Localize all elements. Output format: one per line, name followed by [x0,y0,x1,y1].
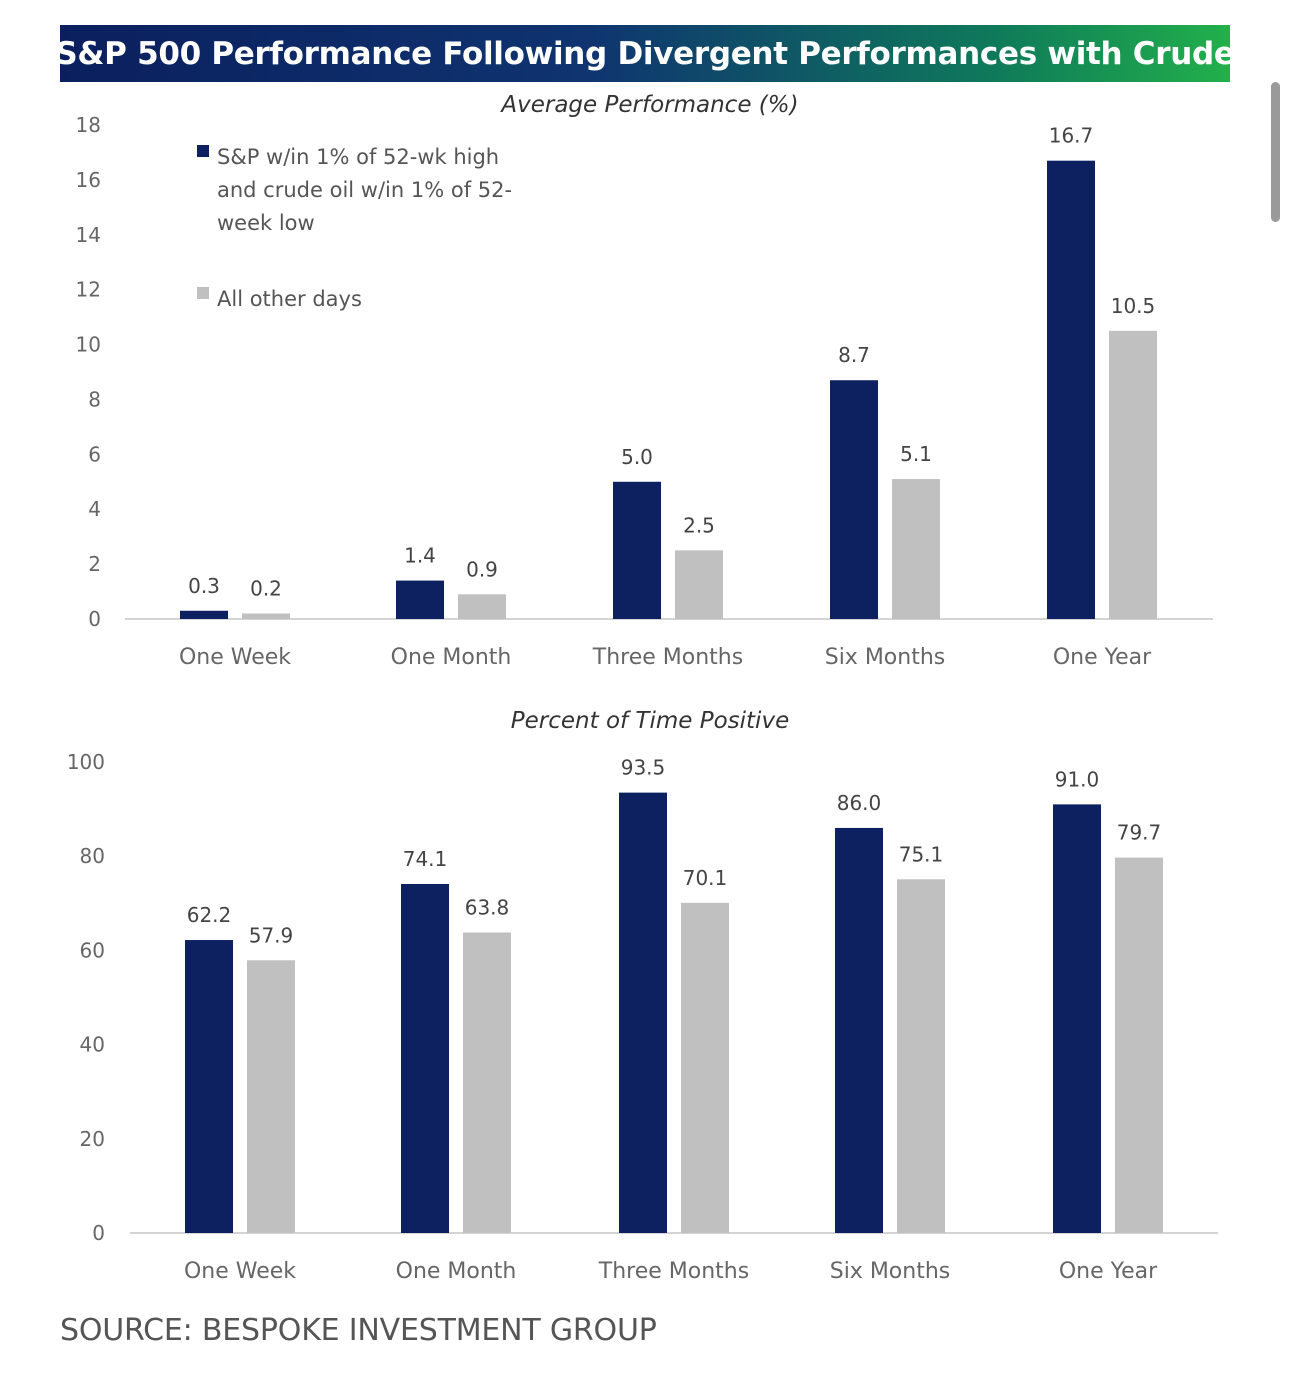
chart2-y-tick-label: 60 [80,938,105,962]
chart2-data-label: 74.1 [403,847,448,871]
chart1-bar-other [1109,330,1157,619]
chart2-bar-other [1115,857,1163,1233]
chart2-bar-other [681,902,729,1233]
banner-title: S&P 500 Performance Following Divergent … [55,35,1235,72]
source-note: SOURCE: BESPOKE INVESTMENT GROUP [60,1313,657,1348]
chart2-data-label: 57.9 [249,923,294,947]
chart2-bar-sp [835,827,883,1233]
legend-label-sp: and crude oil w/in 1% of 52- [217,178,512,202]
chart1-bar-other [242,613,290,619]
chart2-data-label: 86.0 [837,791,882,815]
chart1-data-label: 8.7 [838,343,870,367]
chart2-bar-sp [1053,804,1101,1233]
scrollbar[interactable] [1271,82,1280,222]
chart1-category-label: One Month [391,645,512,670]
chart2-bar-other [463,932,511,1233]
chart1-bar-other [675,550,723,619]
title-banner: S&P 500 Performance Following Divergent … [55,25,1235,82]
chart2-y-tick-label: 20 [80,1127,105,1151]
chart2-data-label: 70.1 [683,866,728,890]
chart1-y-tick-label: 16 [76,168,101,192]
chart1-bar-other [458,594,506,619]
chart2-data-label: 75.1 [899,842,944,866]
chart1-y-tick-label: 6 [88,442,101,466]
chart1-data-label: 5.1 [900,442,932,466]
legend-swatch-other [197,287,209,299]
legend-label-sp: S&P w/in 1% of 52-wk high [217,145,499,169]
chart1-y-tick-label: 18 [76,113,101,137]
chart1-bar-sp [1047,160,1095,619]
chart1-data-label: 5.0 [621,445,653,469]
chart1-bar-sp [830,380,878,619]
chart1-data-label: 1.4 [404,544,436,568]
chart2-y-tick-label: 0 [92,1221,105,1245]
chart2-y-tick-label: 100 [67,750,105,774]
chart2-title: Percent of Time Positive [511,708,789,734]
chart2-bar-other [897,879,945,1233]
legend-label-other: All other days [217,287,362,311]
chart1-category-label: Six Months [825,645,946,670]
legend-swatch-sp [197,145,209,157]
chart1-y-tick-label: 14 [76,223,101,247]
chart2-y-tick-label: 80 [80,844,105,868]
chart2-category-label: One Year [1059,1259,1158,1284]
chart2-data-label: 91.0 [1055,767,1100,791]
chart1-y-tick-label: 4 [88,497,101,521]
chart1-category-label: Three Months [592,645,743,670]
chart2-data-label: 79.7 [1117,821,1162,845]
chart1-bar-other [892,479,940,619]
chart2-bar-other [247,960,295,1233]
chart2-bar-sp [185,940,233,1233]
chart1-data-label: 16.7 [1049,124,1094,148]
charts-canvas: Average Performance (%) 0 2 4 6 8 10 12 14 16 18 0.… [67,92,1218,1284]
chart1-title: Average Performance (%) [499,92,798,118]
chart1-y-tick-label: 10 [76,333,101,357]
chart1-data-label: 0.3 [188,574,220,598]
chart1-y-tick-label: 2 [88,552,101,576]
legend-label-sp: week low [217,211,315,235]
chart1-data-label: 0.9 [466,557,498,581]
chart1-y-tick-label: 12 [76,278,101,302]
chart1-y-tick-label: 8 [88,387,101,411]
chart2-category-label: One Month [396,1259,517,1284]
chart1-bar-sp [180,610,228,619]
chart2-data-label: 62.2 [187,903,232,927]
chart2-bar-sp [401,883,449,1233]
chart2-bar-sp [619,792,667,1233]
chart1-bar-sp [613,481,661,619]
chart2-data-label: 93.5 [621,756,666,780]
chart2-category-label: Three Months [598,1259,749,1284]
chart2-data-label: 63.8 [465,896,510,920]
chart2-y-tick-label: 40 [80,1033,105,1057]
chart1-y-tick-label: 0 [88,607,101,631]
chart1-data-label: 10.5 [1111,294,1156,318]
chart1-data-label: 0.2 [250,577,282,601]
chart2-category-label: One Week [184,1259,296,1284]
chart1-category-label: One Year [1053,645,1152,670]
chart1-data-label: 2.5 [683,513,715,537]
chart2-category-label: Six Months [830,1259,951,1284]
chart1-bar-sp [396,580,444,619]
chart1-category-label: One Week [179,645,291,670]
